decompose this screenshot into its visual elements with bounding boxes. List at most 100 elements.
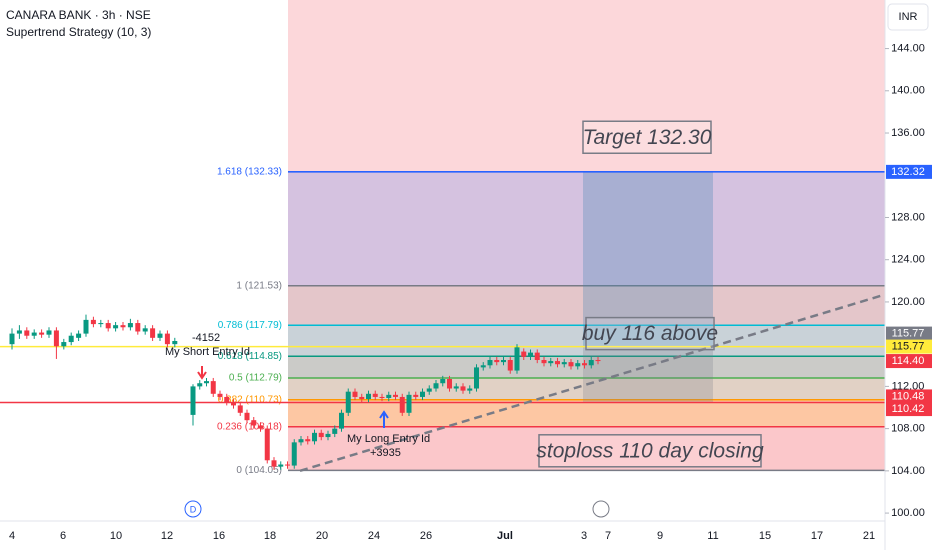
candle-body: [555, 361, 560, 365]
x-tick-label: 20: [316, 530, 328, 542]
candle-body: [528, 352, 533, 357]
candle-body: [312, 432, 317, 442]
candle-body: [420, 391, 425, 397]
price-label: 132.32: [891, 166, 925, 178]
candle-body: [68, 335, 74, 343]
x-tick-label: 9: [657, 530, 663, 542]
currency[interactable]: INR: [899, 11, 918, 23]
fib-label: 0 (104.05): [236, 465, 282, 476]
candle-body: [210, 381, 216, 394]
candle-body: [575, 363, 581, 367]
chart-title: CANARA BANK · 3h · NSE: [6, 8, 151, 22]
x-tick-label: 15: [759, 530, 771, 542]
x-tick-label: 6: [60, 530, 66, 542]
candle-body: [460, 386, 466, 391]
trade-label: My Long Entry Id: [347, 433, 430, 445]
trade-label: My Short Entry Id: [165, 346, 250, 358]
short-arrow: [197, 366, 207, 380]
candle-body: [453, 386, 459, 389]
trade-pnl: -4152: [192, 332, 220, 344]
fib-label: 0.5 (112.79): [229, 373, 282, 384]
candle-body: [480, 365, 486, 368]
x-tick-label: 7: [605, 530, 611, 542]
candle-body: [190, 386, 196, 415]
candle-body: [372, 393, 378, 397]
x-tick-label: 10: [110, 530, 122, 542]
candle-body: [120, 325, 126, 328]
candle-body: [76, 333, 82, 338]
candle-body: [494, 360, 500, 363]
x-tick-label: 21: [863, 530, 875, 542]
trendline: [299, 293, 886, 473]
candle-body: [406, 394, 412, 413]
candle-body: [413, 394, 419, 397]
currency-button[interactable]: [887, 3, 929, 31]
candle-body: [271, 460, 277, 467]
price-label-box: [886, 326, 932, 341]
candle-body: [278, 464, 284, 467]
price-label: 115.77: [892, 328, 925, 340]
candle-body: [127, 323, 133, 328]
candle-body: [440, 379, 446, 384]
candle-body: [61, 342, 67, 347]
fib-zone: [288, 171, 885, 286]
candle-body: [582, 363, 587, 366]
candle-body: [426, 388, 432, 392]
annotation: buy 116 above: [582, 322, 718, 345]
candle-body: [24, 330, 30, 336]
fib-background: [288, 0, 885, 471]
candle-body: [298, 439, 304, 443]
candle-body: [588, 360, 594, 366]
candle-body: [251, 420, 257, 426]
candle-body: [548, 361, 554, 364]
candle-body: [164, 333, 170, 345]
candle-body: [561, 362, 567, 365]
y-tick-label: 144.00: [891, 42, 925, 54]
price-label-box: [886, 164, 932, 179]
candle-body: [204, 381, 209, 384]
x-tick-label: 24: [368, 530, 380, 542]
x-tick-label: 4: [9, 530, 15, 542]
y-tick-label: 128.00: [891, 211, 925, 223]
candle-body: [231, 402, 236, 406]
candle-body: [90, 319, 96, 325]
fib-label: 1 (121.53): [236, 280, 282, 291]
candle-body: [595, 360, 601, 362]
candle-body: [507, 360, 513, 371]
dividend-icon[interactable]: [184, 500, 202, 518]
fib-label: 1.618 (132.33): [217, 166, 282, 177]
event-icon[interactable]: [592, 500, 610, 518]
y-tick-label: 120.00: [891, 296, 925, 308]
candle-body: [399, 396, 405, 413]
candle-body: [487, 360, 493, 366]
candle-body: [150, 328, 156, 338]
candle-body: [157, 333, 163, 338]
candle-body: [366, 393, 371, 400]
annotation-box: [538, 434, 762, 468]
candle-body: [386, 394, 392, 399]
annotation: Target 132.30: [583, 126, 712, 149]
candle-body: [521, 351, 527, 357]
candle-body: [285, 464, 290, 466]
candle-body: [433, 383, 439, 389]
price-label-box: [886, 339, 932, 354]
x-tick-label: 26: [420, 530, 432, 542]
x-tick-label: 18: [264, 530, 276, 542]
fib-zone: [288, 356, 885, 379]
candle-body: [46, 330, 52, 335]
candle-body: [325, 433, 331, 438]
annotation-box: [585, 316, 715, 351]
candle-body: [339, 412, 344, 429]
candle-body: [237, 405, 243, 413]
candle-body: [318, 432, 324, 438]
long-arrow: [379, 410, 389, 428]
x-tick-label: 16: [213, 530, 225, 542]
stop-zone: [583, 346, 713, 403]
x-tick-label: 12: [161, 530, 173, 542]
candle-body: [172, 340, 178, 345]
x-tick-label: 17: [811, 530, 823, 542]
y-tick-label: 108.00: [891, 423, 925, 435]
candle-body: [352, 391, 358, 397]
candle-body: [244, 412, 250, 421]
price-label: 110.42: [892, 403, 925, 415]
